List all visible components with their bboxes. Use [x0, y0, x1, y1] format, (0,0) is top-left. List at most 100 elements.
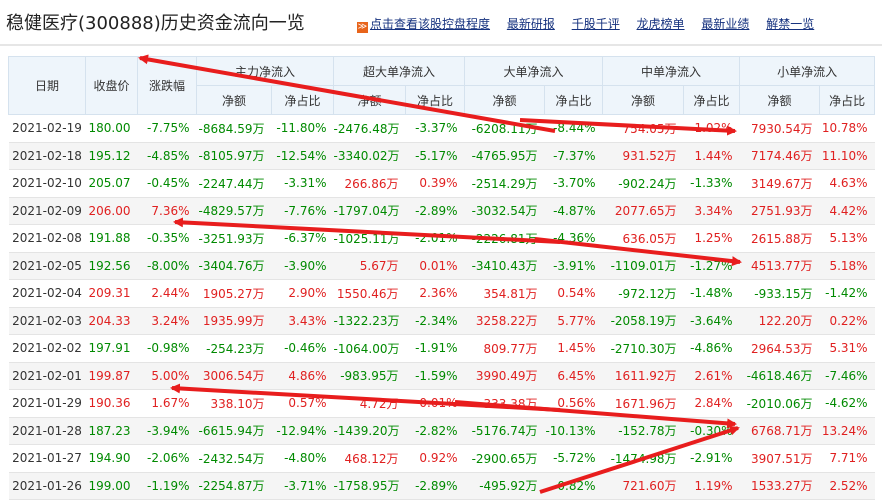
cell-medium-net: -1474.98万 [602, 444, 684, 473]
cell-close-price: 197.91 [85, 334, 138, 363]
cell-main-net: -8105.97万 [196, 142, 272, 170]
cell-close-price: 206.00 [85, 197, 138, 225]
cell-large-ratio: -7.37% [544, 142, 603, 170]
cell-date: 2021-02-09 [8, 197, 86, 225]
link-latest-performance[interactable]: 最新业绩 [701, 17, 750, 31]
link-unlock-list[interactable]: 解禁一览 [766, 17, 815, 31]
cell-super-large-ratio: -2.01% [405, 224, 465, 253]
cell-main-net: -254.23万 [196, 334, 272, 363]
table-row: 2021-02-10 205.07 -0.45% -2247.44万 -3.31% 266… [8, 169, 875, 198]
cell-medium-ratio: 2.61% [683, 362, 740, 390]
cell-small-net: -933.15万 [739, 279, 820, 308]
table-row: 2021-02-05 192.56 -8.00% -3404.76万 -3.90% 5.6… [8, 252, 875, 280]
cell-super-large-net: -2476.48万 [333, 114, 406, 143]
cell-medium-ratio: 2.84% [683, 389, 740, 418]
cell-large-net: -2900.65万 [464, 444, 545, 473]
header-close-price: 收盘价 [85, 56, 138, 115]
link-dragon-tiger-list[interactable]: 龙虎榜单 [636, 17, 685, 31]
cell-small-ratio: 5.31% [819, 334, 875, 363]
cell-super-large-net: -1064.00万 [333, 334, 406, 363]
cell-main-ratio: -0.46% [271, 334, 334, 363]
cell-main-ratio: -12.94% [271, 417, 334, 445]
subheader-net-ratio: 净占比 [270, 85, 335, 115]
cell-medium-ratio: -1.33% [683, 169, 740, 198]
cell-small-ratio: -1.42% [819, 279, 875, 308]
cell-close-price: 195.12 [85, 142, 138, 170]
cell-date: 2021-02-05 [8, 252, 86, 280]
cell-main-net: 1905.27万 [196, 279, 272, 308]
cell-super-large-ratio: -2.82% [405, 417, 465, 445]
cell-large-net: -2514.29万 [464, 169, 545, 198]
cell-date: 2021-02-02 [8, 334, 86, 363]
cell-small-ratio: -7.46% [819, 362, 875, 390]
cell-small-net: -2010.06万 [739, 389, 820, 418]
cell-main-net: -3251.93万 [196, 224, 272, 253]
cell-super-large-ratio: -1.59% [405, 362, 465, 390]
link-research-reports[interactable]: 最新研报 [506, 17, 555, 31]
header-medium-flow: 中单净流入 [602, 56, 741, 86]
cell-small-net: 122.20万 [739, 307, 820, 335]
cell-main-ratio: 3.43% [271, 307, 334, 335]
cell-change-pct: 5.00% [137, 362, 197, 390]
cell-super-large-ratio: -3.37% [405, 114, 465, 143]
cell-large-ratio: 1.45% [544, 334, 603, 363]
cell-change-pct: -0.98% [137, 334, 197, 363]
cell-large-ratio: 0.54% [544, 279, 603, 308]
cell-super-large-net: 468.12万 [333, 444, 406, 473]
cell-medium-ratio: 1.25% [683, 224, 740, 253]
table-row: 2021-02-08 191.88 -0.35% -3251.93万 -6.37% -10… [8, 224, 875, 253]
cell-main-ratio: -12.54% [271, 142, 334, 170]
cell-large-net: -3032.54万 [464, 197, 545, 225]
header-main-flow: 主力净流入 [195, 56, 335, 86]
cell-large-ratio: -0.82% [544, 472, 603, 500]
table-body: 2021-02-19 180.00 -7.75% -8684.59万 -11.80% -2… [8, 114, 875, 500]
cell-date: 2021-02-03 [8, 307, 86, 335]
subheader-net-amount: 净额 [196, 85, 272, 115]
cell-change-pct: -0.45% [137, 169, 197, 198]
cell-super-large-net: -1758.95万 [333, 472, 406, 500]
cell-large-net: -6208.11万 [464, 114, 545, 143]
cell-close-price: 180.00 [85, 114, 138, 143]
subheader-net-amount: 净额 [333, 85, 407, 115]
header-links: ≫ 点击查看该股控盘程度 最新研报 千股千评 龙虎榜单 最新业绩 解禁一览 [357, 15, 827, 33]
cell-medium-ratio: -2.91% [683, 444, 740, 473]
cell-main-net: 338.10万 [196, 389, 272, 418]
cell-super-large-net: -1025.11万 [333, 224, 406, 253]
cell-small-net: 7930.54万 [739, 114, 820, 143]
cell-medium-net: 636.05万 [602, 224, 684, 253]
cell-main-net: -8684.59万 [196, 114, 272, 143]
header-date: 日期 [8, 56, 86, 115]
cell-medium-ratio: 1.44% [683, 142, 740, 170]
cell-close-price: 199.00 [85, 472, 138, 500]
cell-date: 2021-02-01 [8, 362, 86, 390]
cell-change-pct: 7.36% [137, 197, 197, 225]
cell-main-ratio: -6.37% [271, 224, 334, 253]
link-control-degree[interactable]: ≫ 点击查看该股控盘程度 [357, 17, 491, 33]
cell-super-large-net: -1439.20万 [333, 417, 406, 445]
cell-super-large-net: -983.95万 [333, 362, 406, 390]
cell-super-large-ratio: 2.36% [405, 279, 465, 308]
subheader-net-ratio: 净占比 [819, 85, 876, 115]
cell-large-ratio: -4.36% [544, 224, 603, 253]
cell-large-ratio: -10.13% [544, 417, 603, 445]
cell-large-ratio: 0.56% [544, 389, 603, 418]
cell-date: 2021-01-29 [8, 389, 86, 418]
cell-large-net: -495.92万 [464, 472, 545, 500]
cell-large-ratio: -4.87% [544, 197, 603, 225]
cell-main-net: 1935.99万 [196, 307, 272, 335]
header-super-large-flow: 超大单净流入 [333, 56, 466, 86]
cell-super-large-net: 4.72万 [333, 389, 406, 418]
cell-super-large-net: -1322.23万 [333, 307, 406, 335]
cell-date: 2021-02-10 [8, 169, 86, 198]
cell-small-net: 2751.93万 [739, 197, 820, 225]
cell-small-ratio: 0.22% [819, 307, 875, 335]
cell-close-price: 205.07 [85, 169, 138, 198]
cell-main-ratio: -3.71% [271, 472, 334, 500]
subheader-net-ratio: 净占比 [544, 85, 604, 115]
header-small-flow: 小单净流入 [739, 56, 876, 86]
cell-main-ratio: 2.90% [271, 279, 334, 308]
cell-large-net: -2226.81万 [464, 224, 545, 253]
cell-main-net: 3006.54万 [196, 362, 272, 390]
cell-medium-ratio: -3.64% [683, 307, 740, 335]
link-stock-reviews[interactable]: 千股千评 [571, 17, 620, 31]
